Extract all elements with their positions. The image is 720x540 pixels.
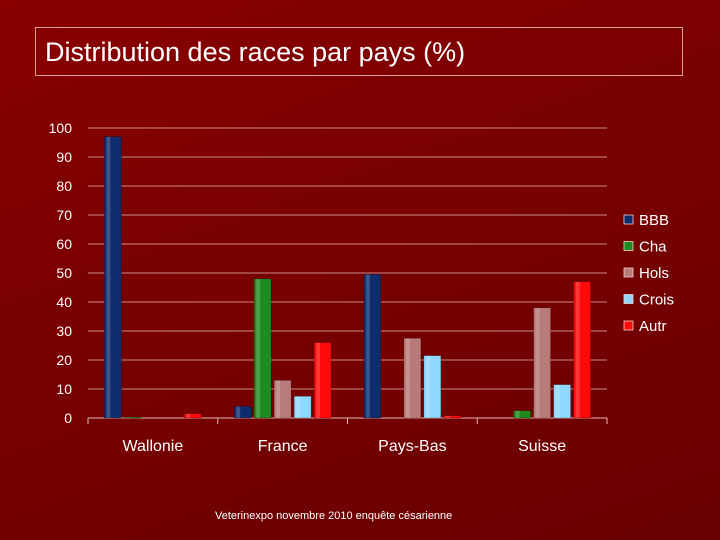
legend-label-cha: Cha bbox=[639, 239, 667, 256]
bar-cha-france bbox=[253, 278, 272, 419]
bar-highlight bbox=[316, 342, 321, 418]
bars bbox=[104, 136, 591, 419]
bar-highlight bbox=[256, 278, 261, 418]
x-category-label: Wallonie bbox=[122, 438, 183, 455]
y-tick-label: 60 bbox=[56, 236, 72, 252]
footer-note: Veterinexpo novembre 2010 enquête césari… bbox=[215, 510, 453, 522]
y-tick-label: 70 bbox=[56, 207, 72, 223]
bar-highlight bbox=[365, 274, 370, 418]
bar-highlight bbox=[445, 415, 450, 418]
bar-hols-pays-bas bbox=[403, 337, 422, 419]
bar-highlight bbox=[575, 281, 580, 418]
bar-highlight bbox=[276, 380, 281, 418]
bar-highlight bbox=[186, 413, 191, 418]
y-tick-label: 50 bbox=[56, 265, 72, 281]
x-category-labels: Wallonie France Pays-Bas Suisse bbox=[122, 438, 566, 455]
bar-crois-suisse bbox=[553, 384, 571, 419]
bar-hols-france bbox=[273, 379, 292, 419]
bar-highlight bbox=[555, 384, 560, 418]
bar-autr-wallonie bbox=[184, 413, 202, 419]
bar-highlight bbox=[296, 396, 301, 418]
bar-highlight bbox=[106, 136, 111, 418]
bar-highlight bbox=[425, 355, 430, 418]
bar-autr-france bbox=[313, 342, 332, 419]
legend-label-hols: Hols bbox=[639, 265, 669, 282]
bar-hols-suisse bbox=[533, 307, 551, 419]
y-tick-label: 100 bbox=[49, 120, 73, 136]
bar-crois-pays-bas bbox=[423, 355, 442, 419]
legend-label-bbb: BBB bbox=[639, 212, 669, 229]
bar-highlight bbox=[535, 307, 540, 418]
legend-label-autr: Autr bbox=[639, 318, 667, 335]
y-tick-label: 20 bbox=[56, 352, 72, 368]
bar-autr-suisse bbox=[573, 281, 591, 419]
bar-bbb-wallonie bbox=[104, 136, 122, 419]
title-box: Distribution des races par pays (%) bbox=[35, 27, 683, 76]
legend-swatch-hols bbox=[623, 267, 634, 278]
chart-title: Distribution des races par pays (%) bbox=[45, 37, 466, 67]
bar-highlight bbox=[126, 417, 131, 418]
y-tick-label: 0 bbox=[64, 410, 72, 426]
bar-crois-france bbox=[293, 395, 312, 419]
y-tick-label: 40 bbox=[56, 294, 72, 310]
legend-swatch-crois bbox=[623, 294, 634, 304]
bar-cha-wallonie bbox=[124, 416, 142, 419]
legend-swatch-bbb bbox=[623, 214, 634, 225]
legend-swatch-cha bbox=[623, 241, 634, 251]
y-tick-label: 90 bbox=[56, 149, 72, 165]
legend: BBB Cha Hols Crois Autr bbox=[623, 212, 674, 335]
legend-swatch-autr bbox=[623, 320, 634, 331]
y-tick-labels: 0 10 20 30 40 50 60 70 80 90 100 bbox=[49, 120, 73, 426]
bar-bbb-pays-bas bbox=[363, 274, 382, 419]
x-category-label: France bbox=[258, 438, 308, 455]
x-category-label: Pays-Bas bbox=[378, 438, 446, 455]
bar-highlight bbox=[405, 338, 410, 418]
y-tick-label: 10 bbox=[56, 381, 72, 397]
bar-bbb-france bbox=[233, 406, 252, 419]
bar-cha-suisse bbox=[513, 410, 531, 419]
x-category-label: Suisse bbox=[518, 438, 566, 455]
bar-highlight bbox=[236, 406, 241, 418]
bar-autr-pays-bas bbox=[443, 415, 462, 419]
grid-lines bbox=[87, 127, 608, 424]
y-tick-label: 30 bbox=[56, 323, 72, 339]
y-tick-label: 80 bbox=[56, 178, 72, 194]
legend-label-crois: Crois bbox=[639, 292, 674, 309]
bar-highlight bbox=[515, 410, 520, 418]
